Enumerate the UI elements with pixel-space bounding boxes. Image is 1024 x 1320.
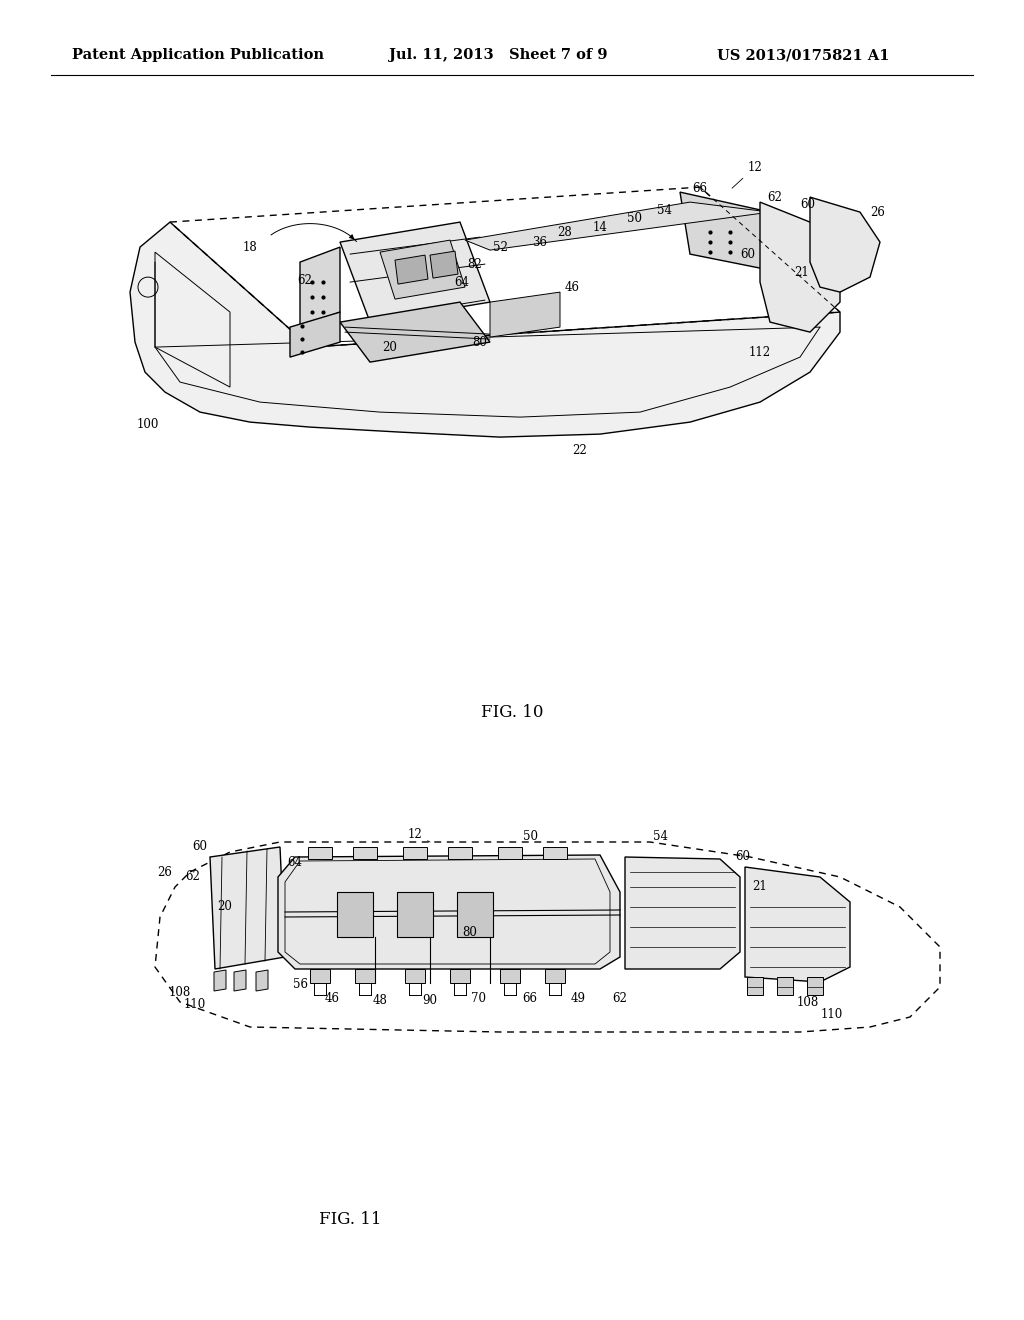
Text: 64: 64 — [455, 276, 469, 289]
Polygon shape — [130, 222, 840, 437]
Text: 21: 21 — [795, 265, 809, 279]
Polygon shape — [465, 202, 770, 249]
Polygon shape — [397, 892, 433, 937]
Text: 50: 50 — [628, 211, 642, 224]
Text: 54: 54 — [652, 830, 668, 843]
Circle shape — [470, 909, 480, 920]
Polygon shape — [214, 970, 226, 991]
Text: 48: 48 — [373, 994, 387, 1007]
Polygon shape — [450, 969, 470, 983]
Polygon shape — [545, 969, 565, 983]
Polygon shape — [300, 247, 340, 327]
Text: 46: 46 — [325, 993, 340, 1006]
Text: 50: 50 — [522, 830, 538, 843]
Polygon shape — [210, 847, 285, 969]
Polygon shape — [380, 240, 465, 300]
Circle shape — [350, 909, 360, 920]
Text: 62: 62 — [612, 993, 628, 1006]
Text: US 2013/0175821 A1: US 2013/0175821 A1 — [717, 49, 889, 62]
Polygon shape — [353, 847, 377, 859]
Polygon shape — [680, 193, 780, 272]
Polygon shape — [234, 970, 246, 991]
Text: 14: 14 — [593, 220, 607, 234]
Text: 90: 90 — [423, 994, 437, 1007]
Text: 60: 60 — [735, 850, 751, 863]
Text: Patent Application Publication: Patent Application Publication — [72, 49, 324, 62]
Text: 21: 21 — [753, 880, 767, 894]
Text: 62: 62 — [185, 870, 201, 883]
Polygon shape — [290, 312, 340, 358]
Polygon shape — [278, 855, 620, 969]
Text: 112: 112 — [749, 346, 771, 359]
Polygon shape — [810, 197, 880, 292]
Text: Jul. 11, 2013   Sheet 7 of 9: Jul. 11, 2013 Sheet 7 of 9 — [389, 49, 607, 62]
Text: 12: 12 — [732, 161, 763, 189]
Polygon shape — [308, 847, 332, 859]
Text: 108: 108 — [797, 995, 819, 1008]
Text: 26: 26 — [158, 866, 172, 879]
Text: 26: 26 — [870, 206, 886, 219]
Text: 64: 64 — [288, 855, 302, 869]
Text: 54: 54 — [657, 203, 673, 216]
Polygon shape — [498, 847, 522, 859]
Text: 36: 36 — [532, 235, 548, 248]
Polygon shape — [406, 969, 425, 983]
Polygon shape — [543, 847, 567, 859]
Text: 80: 80 — [463, 927, 477, 940]
Polygon shape — [310, 969, 330, 983]
Polygon shape — [256, 970, 268, 991]
Text: 66: 66 — [522, 993, 538, 1006]
Text: 28: 28 — [558, 226, 572, 239]
Polygon shape — [355, 969, 375, 983]
Text: 80: 80 — [472, 335, 487, 348]
Text: 12: 12 — [408, 828, 430, 842]
Text: 82: 82 — [468, 257, 482, 271]
Polygon shape — [760, 202, 840, 333]
Text: FIG. 11: FIG. 11 — [318, 1210, 381, 1228]
Text: 100: 100 — [137, 417, 159, 430]
Polygon shape — [807, 977, 823, 995]
Text: 52: 52 — [493, 240, 508, 253]
Text: FIG. 10: FIG. 10 — [480, 704, 544, 721]
Polygon shape — [777, 977, 793, 995]
Polygon shape — [745, 867, 850, 982]
Polygon shape — [340, 302, 490, 362]
Polygon shape — [395, 255, 428, 284]
Text: 62: 62 — [768, 190, 782, 203]
Polygon shape — [340, 222, 490, 322]
Text: 46: 46 — [564, 281, 580, 293]
Polygon shape — [403, 847, 427, 859]
Circle shape — [485, 912, 505, 932]
Text: 60: 60 — [740, 248, 756, 260]
Polygon shape — [457, 892, 493, 937]
Polygon shape — [500, 969, 520, 983]
Polygon shape — [490, 292, 560, 337]
Text: 49: 49 — [570, 993, 586, 1006]
Text: 20: 20 — [217, 900, 232, 913]
Polygon shape — [430, 251, 458, 279]
Polygon shape — [449, 847, 472, 859]
Text: 60: 60 — [193, 841, 208, 854]
Text: 56: 56 — [293, 978, 307, 991]
Text: 110: 110 — [184, 998, 206, 1011]
Text: 70: 70 — [470, 993, 485, 1006]
Text: 110: 110 — [821, 1008, 843, 1022]
Text: 22: 22 — [572, 444, 588, 457]
Polygon shape — [625, 857, 740, 969]
Text: 66: 66 — [692, 182, 708, 194]
Text: 62: 62 — [298, 273, 312, 286]
Text: 108: 108 — [169, 986, 191, 998]
Text: 18: 18 — [243, 240, 257, 253]
Circle shape — [410, 909, 420, 920]
Text: 60: 60 — [801, 198, 815, 211]
Text: 20: 20 — [383, 341, 397, 354]
Polygon shape — [746, 977, 763, 995]
Polygon shape — [337, 892, 373, 937]
